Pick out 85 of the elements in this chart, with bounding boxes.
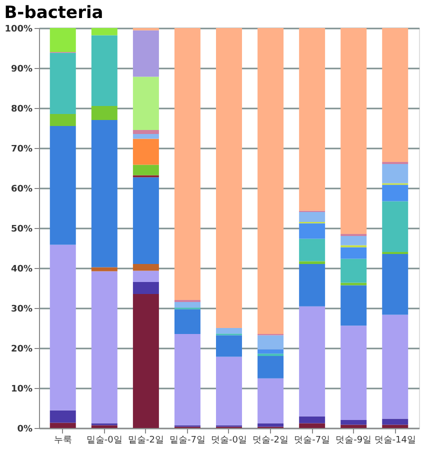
- bar: [91, 271, 118, 424]
- bar: [299, 261, 326, 264]
- bar: [50, 126, 76, 245]
- y-tick-label: 40%: [10, 264, 32, 274]
- bar: [340, 424, 367, 428]
- bar: [91, 425, 118, 428]
- bar: [91, 28, 118, 36]
- bar: [132, 76, 159, 130]
- x-tick-label: 덧술-14일: [374, 436, 416, 446]
- bar: [299, 238, 326, 262]
- bar: [216, 328, 242, 334]
- bar: [382, 184, 408, 202]
- bar: [132, 264, 159, 271]
- bar: [50, 52, 76, 114]
- bar: [382, 164, 408, 184]
- bar: [299, 28, 326, 211]
- bar: [340, 285, 367, 326]
- x-tick-label: 밑술-7일: [169, 436, 206, 446]
- bar: [50, 422, 76, 428]
- bar: [132, 270, 159, 282]
- bar: [132, 282, 159, 294]
- bar: [299, 223, 326, 239]
- bar: [50, 244, 76, 410]
- bar: [174, 334, 200, 426]
- bar: [258, 378, 284, 424]
- bar: [382, 254, 408, 315]
- bar: [132, 177, 159, 264]
- bar: [340, 28, 367, 234]
- y-tick-label: 0%: [17, 424, 32, 434]
- bar: [216, 356, 242, 426]
- bar: [216, 335, 242, 357]
- bar: [132, 130, 159, 134]
- bar: [258, 335, 284, 350]
- bar: [258, 423, 284, 427]
- bar: [382, 418, 408, 425]
- bar: [174, 309, 200, 334]
- bar: [340, 236, 367, 246]
- bar: [91, 106, 118, 120]
- bar: [382, 201, 408, 252]
- chart-title: B-bacteria: [4, 3, 104, 23]
- bar: [91, 120, 118, 268]
- bar: [132, 164, 159, 176]
- bar: [216, 28, 242, 328]
- bar: [132, 294, 159, 428]
- bar: [299, 306, 326, 416]
- bar: [299, 416, 326, 424]
- bar: [382, 424, 408, 428]
- bar: [382, 28, 408, 162]
- y-tick-label: 20%: [10, 344, 32, 354]
- y-tick-label: 70%: [10, 144, 32, 154]
- bar: [132, 30, 159, 77]
- x-tick-label: 덧술-7일: [294, 436, 330, 446]
- bar: [50, 28, 76, 52]
- x-tick-label: 밑술-2일: [128, 436, 164, 446]
- x-tick-label: 밑술-0일: [86, 436, 122, 446]
- bar: [299, 264, 326, 306]
- bar: [132, 138, 159, 165]
- y-tick-label: 80%: [10, 104, 32, 114]
- y-tick-label: 10%: [10, 384, 32, 394]
- y-tick-label: 100%: [4, 24, 32, 34]
- y-tick-label: 90%: [10, 64, 32, 74]
- x-tick-label: 덧술-9일: [336, 436, 372, 446]
- bar: [299, 423, 326, 428]
- bar: [340, 247, 367, 259]
- x-tick-label: 누룩: [54, 436, 72, 446]
- bar: [299, 212, 326, 222]
- y-tick-label: 30%: [10, 304, 32, 314]
- bar: [340, 326, 367, 420]
- bar: [340, 258, 367, 283]
- bar: [132, 134, 159, 139]
- y-tick-label: 50%: [10, 224, 32, 234]
- x-tick-label: 덧술-2일: [252, 436, 289, 446]
- y-tick-label: 60%: [10, 184, 32, 194]
- bar: [340, 420, 367, 425]
- bar: [382, 314, 408, 419]
- bar: [50, 410, 76, 423]
- bar: [91, 35, 118, 106]
- bar: [50, 114, 76, 126]
- bar: [258, 356, 284, 378]
- x-tick-label: 덧술-0일: [211, 436, 247, 446]
- bar: [258, 349, 284, 354]
- bar: [174, 302, 200, 308]
- bar: [258, 28, 284, 334]
- bar: [91, 267, 118, 272]
- bar: [174, 28, 200, 300]
